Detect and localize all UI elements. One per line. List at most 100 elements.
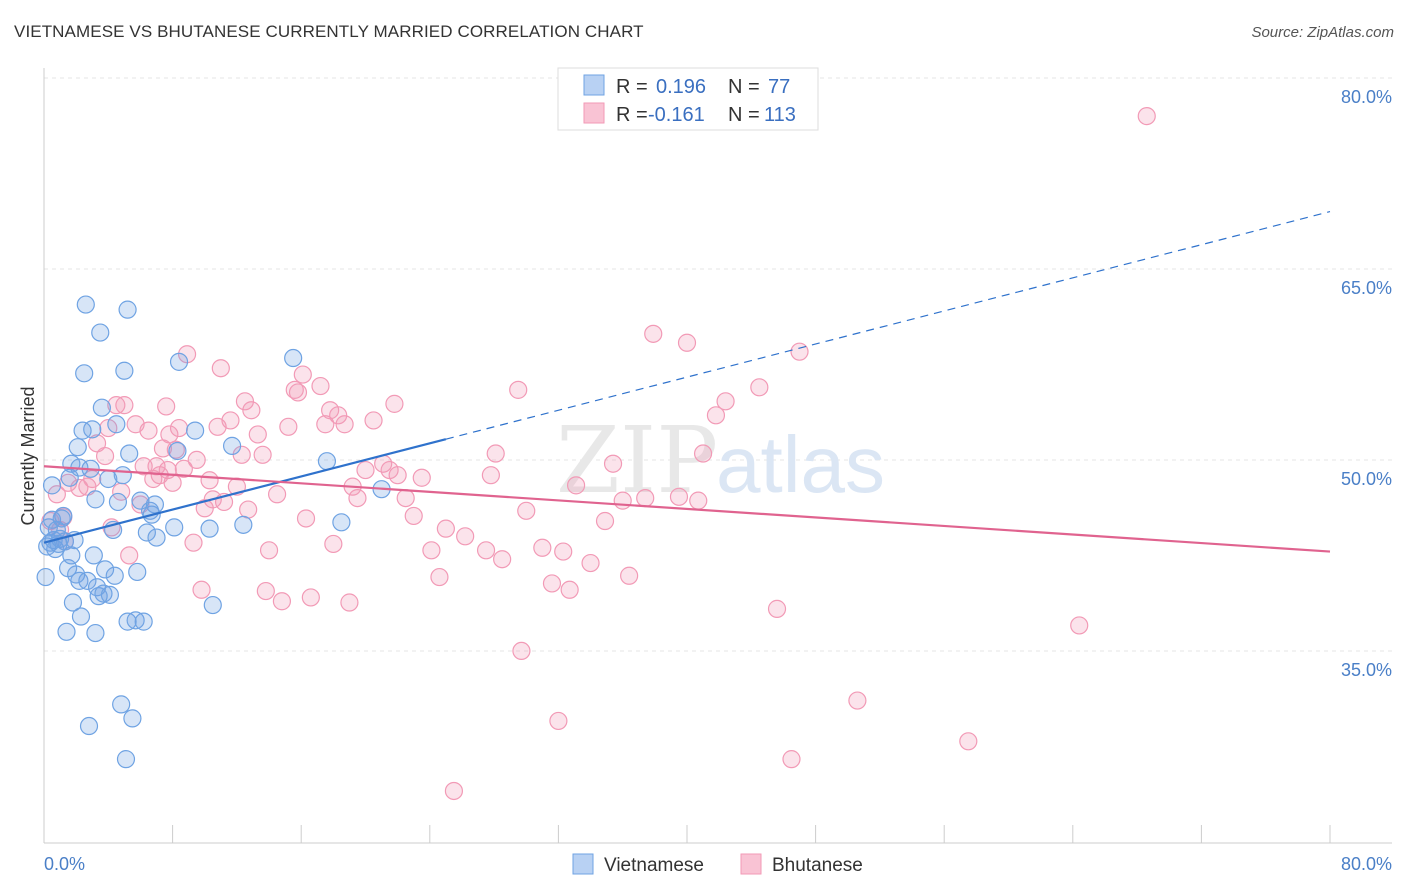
bhutanese-point-87 <box>509 380 528 399</box>
legend-swatch-vietnamese <box>583 74 605 96</box>
trend-lines <box>43 211 1331 553</box>
bhutanese-points <box>41 106 1156 801</box>
vietnamese-point-57 <box>128 562 147 582</box>
bhutanese-point-42 <box>221 411 240 430</box>
bhutanese-point-47 <box>242 401 261 420</box>
vietnamese-point-69 <box>200 519 219 538</box>
bhutanese-point-70 <box>364 411 383 430</box>
y-tick-label-0: 80.0% <box>1341 87 1392 107</box>
bhutanese-point-74 <box>388 466 407 485</box>
x-tick-min: 0.0% <box>44 854 85 874</box>
vietnamese-point-67 <box>169 352 189 371</box>
bhutanese-point-45 <box>235 392 255 411</box>
bhutanese-point-102 <box>644 324 663 343</box>
bhutanese-point-104 <box>677 333 697 352</box>
bhutanese-point-89 <box>517 501 536 520</box>
vietnamese-point-49 <box>113 466 132 485</box>
vietnamese-point-48 <box>112 695 131 714</box>
y-tick-label-3: 35.0% <box>1341 660 1392 680</box>
bhutanese-point-76 <box>404 506 423 526</box>
vietnamese-point-22 <box>68 438 87 457</box>
bhutanese-point-93 <box>554 542 573 561</box>
bhutanese-point-56 <box>288 383 308 402</box>
bhutanese-point-33 <box>184 533 203 552</box>
bhutanese-point-34 <box>187 450 206 469</box>
bhutanese-point-108 <box>716 392 735 411</box>
bhutanese-point-97 <box>595 511 615 531</box>
bhutanese-point-46 <box>239 500 258 519</box>
bhutanese-point-28 <box>163 473 182 492</box>
bhutanese-point-27 <box>160 425 179 444</box>
vietnamese-point-35 <box>86 490 105 509</box>
bhutanese-point-16 <box>120 546 139 565</box>
bhutanese-point-105 <box>689 491 708 510</box>
bhutanese-point-64 <box>329 406 348 425</box>
vietnamese-point-18 <box>62 546 81 565</box>
bhutanese-point-107 <box>706 406 726 425</box>
bhutanese-point-52 <box>267 485 287 504</box>
bhutanese-point-83 <box>476 541 496 560</box>
vietnamese-point-71 <box>222 436 242 455</box>
vietnamese-point-74 <box>317 452 337 471</box>
vietnamese-point-27 <box>75 364 94 383</box>
axes <box>43 68 1392 844</box>
vietnamese-point-41 <box>95 560 115 579</box>
vietnamese-point-47 <box>108 492 128 512</box>
bhutanese-point-82 <box>456 527 475 546</box>
bhutanese-point-98 <box>603 454 623 473</box>
bhutanese-point-31 <box>174 459 193 478</box>
vietnamese-trend-solid <box>43 438 447 544</box>
bhutanese-point-80 <box>436 519 455 538</box>
bhutanese-point-101 <box>636 489 655 508</box>
bhutanese-point-79 <box>430 567 449 587</box>
watermark-atlas: atlas <box>716 420 885 509</box>
bhutanese-point-110 <box>767 599 787 618</box>
vietnamese-point-39 <box>92 398 111 417</box>
bhutanese-point-75 <box>396 489 415 508</box>
bhutanese-point-54 <box>279 417 298 436</box>
bhutanese-point-60 <box>311 376 330 396</box>
y-tick-label-1: 65.0% <box>1341 278 1392 298</box>
bhutanese-point-95 <box>566 476 586 495</box>
legend-r-value-vietnamese: 0.196 <box>656 76 706 98</box>
bhutanese-point-73 <box>385 394 404 413</box>
bhutanese-point-35 <box>192 580 211 599</box>
vietnamese-point-73 <box>284 348 303 368</box>
legend-n-value-bhutanese: 113 <box>764 104 796 126</box>
vietnamese-point-63 <box>145 495 165 514</box>
y-axis-label: Currently Married <box>18 386 38 525</box>
bhutanese-point-18 <box>131 495 150 514</box>
vietnamese-point-40 <box>94 584 113 603</box>
bhutanese-point-69 <box>356 460 375 480</box>
vietnamese-point-25 <box>71 607 91 626</box>
bhutanese-point-48 <box>248 425 267 444</box>
top-legend: R = 0.196 N = 77 R = -0.161 N = 113 <box>557 67 819 131</box>
bhutanese-point-99 <box>613 491 632 510</box>
bhutanese-point-40 <box>211 359 230 378</box>
vietnamese-point-55 <box>123 709 142 728</box>
vietnamese-point-0 <box>36 567 55 587</box>
bhutanese-point-86 <box>493 550 512 569</box>
bhutanese-point-109 <box>750 378 769 397</box>
bhutanese-point-57 <box>293 365 312 384</box>
bhutanese-point-25 <box>157 397 176 416</box>
bhutanese-point-59 <box>301 588 320 607</box>
vietnamese-trend-dashed <box>445 211 1331 440</box>
bhutanese-point-53 <box>272 592 292 611</box>
vietnamese-point-4 <box>42 476 62 495</box>
legend-r-label-vietnamese: R = <box>616 76 648 98</box>
bhutanese-point-65 <box>335 415 354 434</box>
bhutanese-point-68 <box>348 489 367 508</box>
bhutanese-point-106 <box>693 444 713 463</box>
chart-title: VIETNAMESE VS BHUTANESE CURRENTLY MARRIE… <box>14 22 644 41</box>
bhutanese-point-96 <box>581 553 600 573</box>
bhutanese-point-115 <box>1070 616 1089 635</box>
bhutanese-point-58 <box>296 509 316 528</box>
bhutanese-point-77 <box>412 468 431 487</box>
vietnamese-point-29 <box>78 571 97 590</box>
bhutanese-point-113 <box>848 691 867 710</box>
vietnamese-point-59 <box>134 612 153 631</box>
bottom-legend-label-vietnamese: Vietnamese <box>604 855 704 876</box>
bhutanese-point-30 <box>169 418 189 438</box>
